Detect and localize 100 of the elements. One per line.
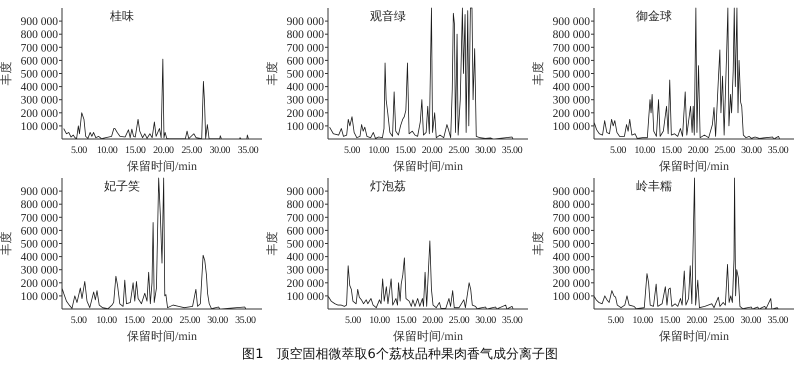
y-tick-label: 600 000 — [552, 55, 590, 68]
y-tick-label: 100 000 — [286, 120, 324, 133]
x-axis-title: 保留时间/min — [392, 159, 464, 173]
x-tick-label: 10.00 — [96, 145, 118, 156]
x-tick-label: 30.00 — [207, 315, 228, 326]
x-tick-label: 35.00 — [768, 315, 788, 326]
x-tick-label: 5.00 — [608, 315, 624, 326]
x-tick-label: 30.00 — [209, 145, 230, 156]
y-axis-title: 丰度 — [0, 232, 13, 256]
x-axis-title: 保留时间/min — [658, 159, 730, 173]
x-axis-title: 保留时间/min — [126, 329, 198, 343]
y-tick-label: 400 000 — [20, 252, 58, 264]
y-tick-label: 800 000 — [20, 199, 58, 212]
y-tick-label: 700 000 — [552, 212, 590, 224]
y-tick-label: 200 000 — [552, 108, 590, 120]
x-tick-label: 10.00 — [634, 145, 656, 156]
y-tick-label: 800 000 — [552, 199, 590, 212]
x-tick-label: 5.00 — [610, 145, 626, 156]
y-axis-title: 丰度 — [531, 232, 545, 256]
x-tick-label: 35.00 — [768, 145, 789, 156]
y-axis-title: 丰度 — [265, 232, 279, 256]
x-tick-label: 5.00 — [70, 145, 88, 156]
x-tick-label: 25.00 — [181, 145, 202, 156]
x-tick-label: 15.00 — [661, 145, 682, 156]
x-axis-title: 保留时间/min — [392, 329, 464, 343]
y-tick-label: 800 000 — [20, 29, 58, 42]
y-tick-label: 900 000 — [286, 186, 324, 198]
y-tick-label: 200 000 — [552, 278, 590, 290]
x-tick-label: 25.00 — [448, 145, 470, 156]
y-tick-label: 600 000 — [20, 55, 58, 68]
x-tick-label: 5.00 — [344, 315, 362, 326]
y-tick-label: 200 000 — [20, 108, 58, 120]
y-tick-label: 600 000 — [552, 225, 590, 238]
y-tick-label: 100 000 — [552, 120, 590, 133]
x-tick-label: 30.00 — [475, 145, 496, 156]
caption: 图1 顶空固相微萃取6个荔枝品种果肉香气成分离子图 — [242, 346, 558, 362]
y-tick-label: 900 000 — [552, 186, 590, 198]
x-tick-label: 30.00 — [740, 315, 762, 326]
y-tick-label: 100 000 — [552, 290, 590, 303]
y-tick-label: 600 000 — [286, 225, 324, 238]
x-tick-label: 30.00 — [475, 315, 496, 326]
y-tick-label: 500 000 — [552, 68, 590, 81]
x-axis-title: 保留时间/min — [126, 159, 198, 173]
x-tick-label: 25.00 — [180, 315, 200, 326]
chart-title: 岭丰糯 — [636, 179, 672, 193]
x-tick-label: 20.00 — [688, 145, 709, 156]
y-tick-label: 800 000 — [286, 199, 324, 212]
chart-title: 灯泡荔 — [370, 179, 406, 193]
y-tick-label: 900 000 — [20, 186, 58, 198]
x-tick-label: 5.00 — [70, 315, 88, 326]
x-tick-label: 35.00 — [235, 315, 256, 326]
y-tick-label: 300 000 — [20, 94, 58, 107]
line-series — [328, 240, 514, 310]
y-tick-label: 700 000 — [552, 42, 590, 54]
x-tick-label: 20.00 — [686, 315, 708, 326]
y-tick-label: 900 000 — [552, 16, 590, 28]
x-tick-label: 35.00 — [502, 315, 523, 326]
y-tick-label: 400 000 — [286, 82, 324, 94]
y-tick-label: 700 000 — [20, 212, 58, 224]
x-tick-label: 5.00 — [344, 145, 360, 156]
x-tick-label: 20.00 — [422, 145, 443, 156]
chart-title: 御金球 — [636, 9, 672, 23]
y-tick-label: 700 000 — [286, 42, 324, 54]
x-tick-label: 35.00 — [502, 145, 523, 156]
chart-title: 观音绿 — [370, 9, 406, 23]
y-tick-label: 300 000 — [552, 94, 590, 107]
y-tick-label: 500 000 — [286, 238, 324, 251]
y-tick-label: 600 000 — [286, 55, 324, 68]
y-tick-label: 300 000 — [286, 94, 324, 107]
y-tick-label: 300 000 — [552, 264, 590, 277]
x-tick-label: 15.00 — [395, 145, 416, 156]
y-tick-label: 400 000 — [552, 252, 590, 264]
y-tick-label: 100 000 — [20, 120, 58, 133]
x-tick-label: 10.00 — [632, 315, 654, 326]
x-tick-label: 20.00 — [422, 315, 444, 326]
x-tick-label: 20.00 — [153, 145, 174, 156]
x-tick-label: 15.00 — [124, 315, 145, 326]
y-tick-label: 100 000 — [20, 290, 58, 303]
y-tick-label: 400 000 — [286, 252, 324, 264]
y-tick-label: 500 000 — [20, 238, 58, 251]
y-tick-label: 900 000 — [286, 16, 324, 28]
y-tick-label: 300 000 — [286, 264, 324, 277]
y-tick-label: 100 000 — [286, 290, 324, 303]
y-axis-title: 丰度 — [265, 62, 279, 86]
x-tick-label: 20.00 — [152, 315, 173, 326]
x-tick-label: 15.00 — [124, 145, 146, 156]
y-tick-label: 700 000 — [20, 42, 58, 54]
chart-title: 妃子笑 — [104, 179, 140, 193]
y-tick-label: 200 000 — [286, 108, 324, 120]
x-tick-label: 30.00 — [741, 145, 762, 156]
line-series — [63, 58, 249, 140]
x-tick-label: 15.00 — [396, 315, 417, 326]
y-tick-label: 500 000 — [286, 68, 324, 81]
y-tick-label: 200 000 — [286, 278, 324, 290]
y-tick-label: 200 000 — [20, 278, 58, 290]
y-tick-label: 800 000 — [286, 29, 324, 42]
y-tick-label: 500 000 — [20, 68, 58, 81]
x-tick-label: 25.00 — [714, 145, 736, 156]
y-tick-label: 400 000 — [20, 82, 58, 94]
y-axis-title: 丰度 — [0, 62, 13, 86]
